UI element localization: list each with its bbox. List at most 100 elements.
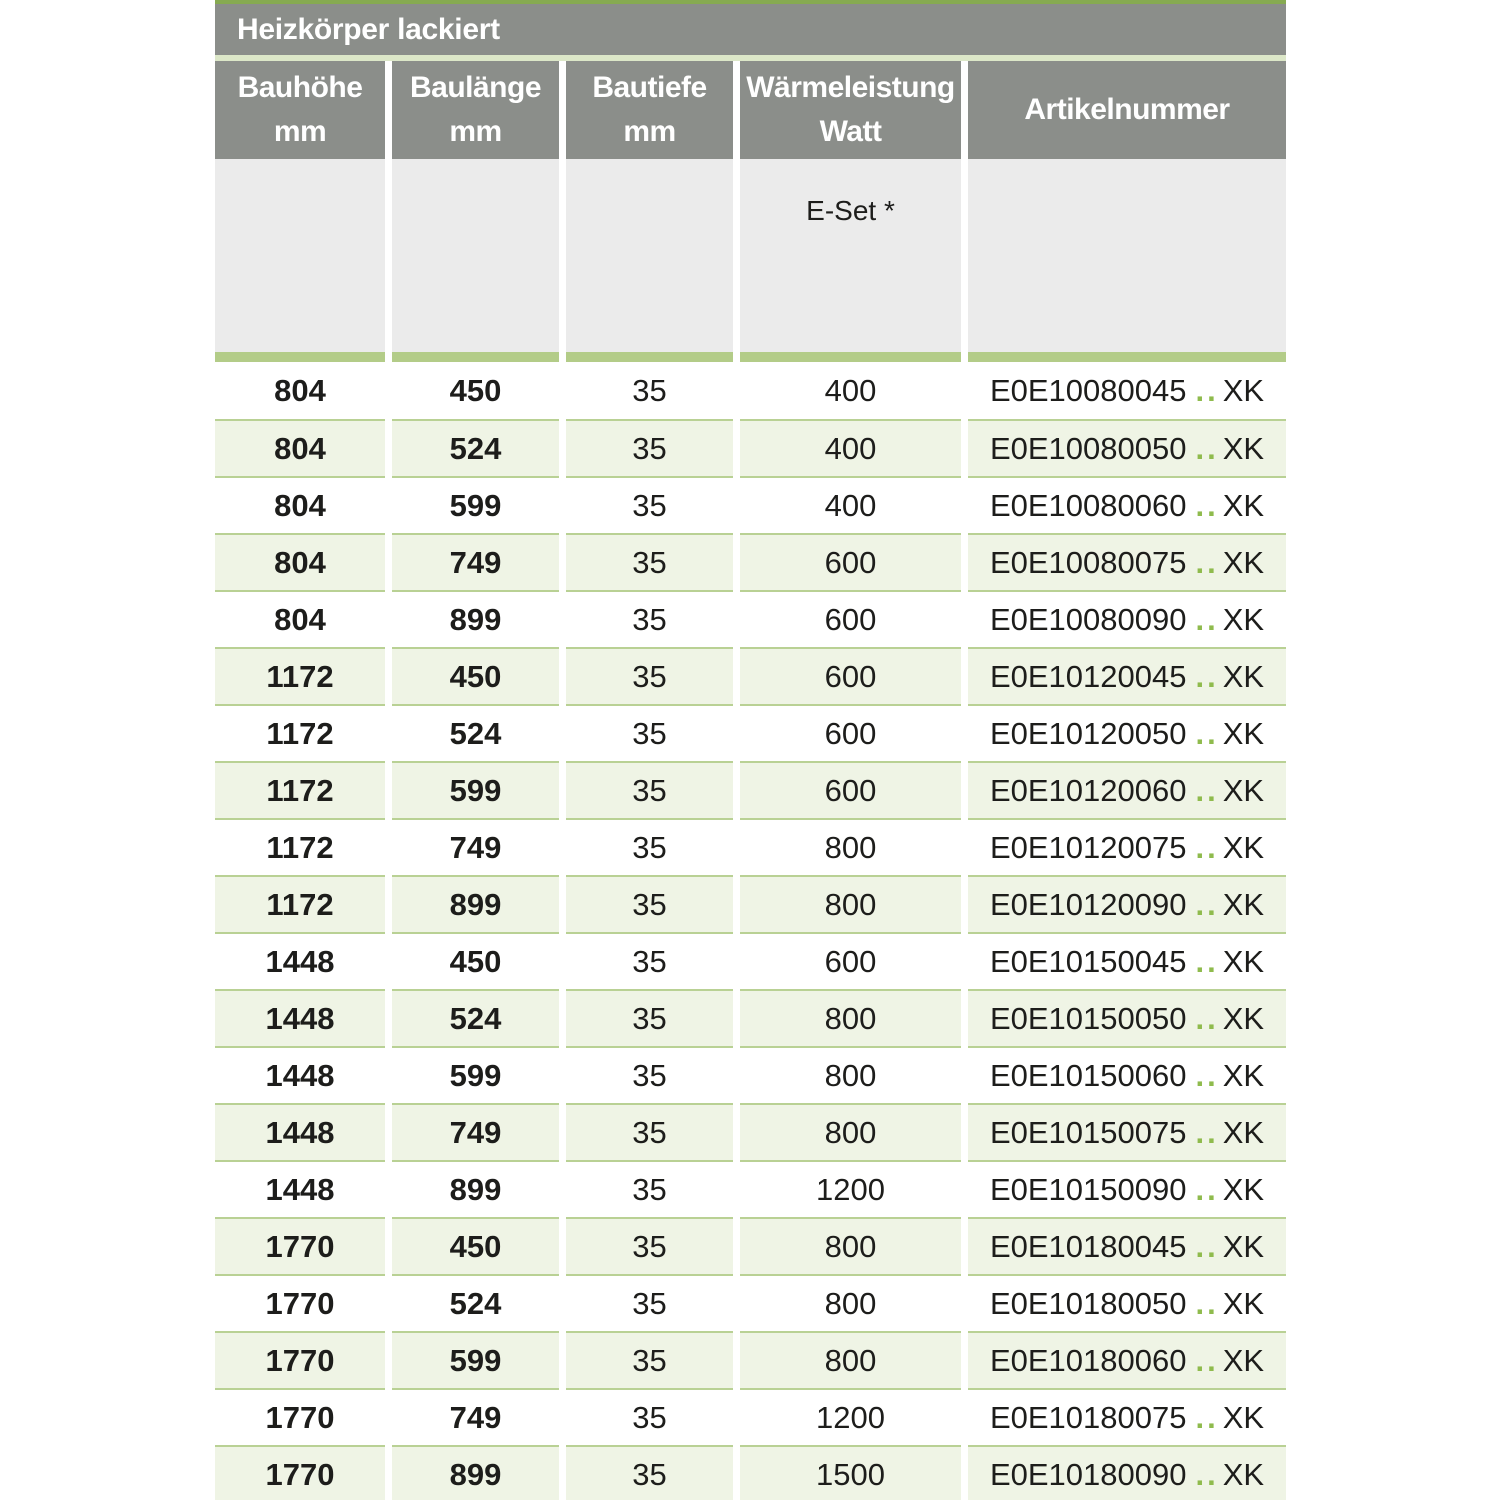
cell-artikelnummer: E0E10120060 .. XK xyxy=(968,761,1286,818)
cell-watt: 800 xyxy=(740,989,961,1046)
cell-bauhoehe: 1448 xyxy=(215,1160,385,1217)
artikel-suffix: XK xyxy=(1222,715,1265,751)
table-row: 1770 749 35 1200 E0E10180075 .. XK xyxy=(215,1388,1286,1445)
cell-bautiefe: 35 xyxy=(566,590,733,647)
artikel-placeholder-dots: .. xyxy=(1195,886,1219,922)
column-header-label: Baulänge xyxy=(409,71,542,104)
artikel-prefix: E0E10080050 xyxy=(989,430,1187,466)
artikel-placeholder-dots: .. xyxy=(1195,487,1219,523)
cell-bautiefe: 35 xyxy=(566,818,733,875)
cell-bauhoehe: 1172 xyxy=(215,761,385,818)
column-header-artikelnummer: Artikelnummer xyxy=(968,61,1286,159)
cell-artikelnummer: E0E10120090 .. XK xyxy=(968,875,1286,932)
table-row: 1770 599 35 800 E0E10180060 .. XK xyxy=(215,1331,1286,1388)
cell-watt: 600 xyxy=(740,932,961,989)
table-row: 1172 749 35 800 E0E10120075 .. XK xyxy=(215,818,1286,875)
artikel-placeholder-dots: .. xyxy=(1195,1456,1219,1492)
artikel-prefix: E0E10150075 xyxy=(989,1114,1187,1150)
table-row: 1448 899 35 1200 E0E10150090 .. XK xyxy=(215,1160,1286,1217)
cell-bauhoehe: 804 xyxy=(215,362,385,419)
cell-artikelnummer: E0E10080090 .. XK xyxy=(968,590,1286,647)
artikel-placeholder-dots: .. xyxy=(1195,601,1219,637)
cell-bautiefe: 35 xyxy=(566,1103,733,1160)
cell-baulaenge: 450 xyxy=(392,932,559,989)
cell-baulaenge: 899 xyxy=(392,1445,559,1500)
cell-watt: 800 xyxy=(740,1331,961,1388)
cell-watt: 1500 xyxy=(740,1445,961,1500)
cell-bauhoehe: 804 xyxy=(215,533,385,590)
cell-baulaenge: 899 xyxy=(392,1160,559,1217)
artikel-placeholder-dots: .. xyxy=(1195,1057,1219,1093)
column-header-waermeleistung: Wärmeleistung Watt xyxy=(740,61,961,159)
cell-bautiefe: 35 xyxy=(566,1274,733,1331)
column-header-baulaenge: Baulänge mm xyxy=(392,61,559,159)
table-row: 804 599 35 400 E0E10080060 .. XK xyxy=(215,476,1286,533)
cell-artikelnummer: E0E10180060 .. XK xyxy=(968,1331,1286,1388)
cell-bauhoehe: 1448 xyxy=(215,1103,385,1160)
header-row: Bauhöhe mm Baulänge mm Bautiefe mm Wärme… xyxy=(215,61,1286,159)
cell-watt: 800 xyxy=(740,1046,961,1103)
artikel-suffix: XK xyxy=(1222,601,1265,637)
artikel-placeholder-dots: .. xyxy=(1195,1228,1219,1264)
top-accent-line xyxy=(215,0,1286,4)
cell-bautiefe: 35 xyxy=(566,362,733,419)
cell-artikelnummer: E0E10080050 .. XK xyxy=(968,419,1286,476)
cell-bauhoehe: 1770 xyxy=(215,1274,385,1331)
cell-bautiefe: 35 xyxy=(566,1445,733,1500)
cell-bautiefe: 35 xyxy=(566,647,733,704)
column-header-unit: mm xyxy=(623,115,676,148)
artikel-suffix: XK xyxy=(1222,1228,1265,1264)
cell-watt: 800 xyxy=(740,1274,961,1331)
artikel-placeholder-dots: .. xyxy=(1195,772,1219,808)
cell-bautiefe: 35 xyxy=(566,932,733,989)
column-header-bautiefe: Bautiefe mm xyxy=(566,61,733,159)
cell-bautiefe: 35 xyxy=(566,704,733,761)
subheader-cell-bauhoehe xyxy=(215,159,385,352)
cell-bautiefe: 35 xyxy=(566,1046,733,1103)
table-row: 1448 749 35 800 E0E10150075 .. XK xyxy=(215,1103,1286,1160)
column-header-unit: mm xyxy=(449,115,502,148)
cell-baulaenge: 599 xyxy=(392,1331,559,1388)
artikel-placeholder-dots: .. xyxy=(1195,544,1219,580)
artikel-suffix: XK xyxy=(1222,1456,1265,1492)
artikel-prefix: E0E10120090 xyxy=(989,886,1187,922)
artikel-suffix: XK xyxy=(1222,829,1265,865)
cell-bautiefe: 35 xyxy=(566,533,733,590)
table-row: 1172 524 35 600 E0E10120050 .. XK xyxy=(215,704,1286,761)
cell-baulaenge: 749 xyxy=(392,1103,559,1160)
cell-bautiefe: 35 xyxy=(566,761,733,818)
artikel-placeholder-dots: .. xyxy=(1195,1342,1219,1378)
table-row: 804 899 35 600 E0E10080090 .. XK xyxy=(215,590,1286,647)
artikel-placeholder-dots: .. xyxy=(1195,715,1219,751)
cell-bauhoehe: 1172 xyxy=(215,818,385,875)
artikel-placeholder-dots: .. xyxy=(1195,943,1219,979)
artikel-placeholder-dots: .. xyxy=(1195,1399,1219,1435)
cell-artikelnummer: E0E10180090 .. XK xyxy=(968,1445,1286,1500)
cell-artikelnummer: E0E10080075 .. XK xyxy=(968,533,1286,590)
artikel-suffix: XK xyxy=(1222,544,1265,580)
artikel-suffix: XK xyxy=(1222,1171,1265,1207)
cell-watt: 1200 xyxy=(740,1388,961,1445)
artikel-placeholder-dots: .. xyxy=(1195,430,1219,466)
cell-bauhoehe: 1770 xyxy=(215,1445,385,1500)
artikel-placeholder-dots: .. xyxy=(1195,1171,1219,1207)
cell-bauhoehe: 1448 xyxy=(215,989,385,1046)
cell-bauhoehe: 1770 xyxy=(215,1217,385,1274)
cell-bauhoehe: 1448 xyxy=(215,932,385,989)
cell-baulaenge: 749 xyxy=(392,1388,559,1445)
artikel-prefix: E0E10120060 xyxy=(989,772,1187,808)
artikel-suffix: XK xyxy=(1222,658,1265,694)
cell-baulaenge: 524 xyxy=(392,989,559,1046)
artikel-placeholder-dots: .. xyxy=(1195,658,1219,694)
cell-bauhoehe: 804 xyxy=(215,590,385,647)
cell-watt: 800 xyxy=(740,1103,961,1160)
artikel-prefix: E0E10180060 xyxy=(989,1342,1187,1378)
table-row: 804 524 35 400 E0E10080050 .. XK xyxy=(215,419,1286,476)
artikel-prefix: E0E10080090 xyxy=(989,601,1187,637)
table-row: 1770 450 35 800 E0E10180045 .. XK xyxy=(215,1217,1286,1274)
table-row: 1770 524 35 800 E0E10180050 .. XK xyxy=(215,1274,1286,1331)
cell-watt: 600 xyxy=(740,761,961,818)
cell-artikelnummer: E0E10120075 .. XK xyxy=(968,818,1286,875)
cell-bautiefe: 35 xyxy=(566,419,733,476)
table-row: 804 450 35 400 E0E10080045 .. XK xyxy=(215,362,1286,419)
